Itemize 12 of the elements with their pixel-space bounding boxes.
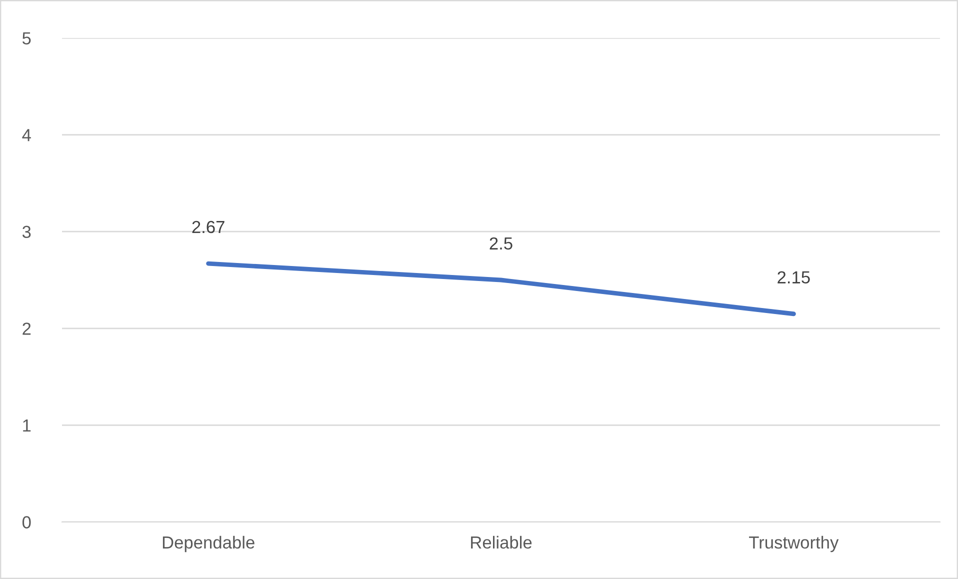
y-tick-label: 2 xyxy=(22,322,31,335)
y-tick-label: 3 xyxy=(22,226,31,238)
y-tick-label: 4 xyxy=(22,129,31,142)
y-tick-label: 5 xyxy=(22,32,31,44)
y-tick-label: 1 xyxy=(23,420,31,432)
x-tick-label: Trustworthy xyxy=(749,536,839,552)
x-tick-label: Dependable xyxy=(162,536,254,552)
x-tick-label: Reliable xyxy=(471,536,532,549)
data-label: 2.67 xyxy=(192,220,224,234)
data-label: 2.5 xyxy=(490,237,512,250)
data-label: 2.15 xyxy=(778,271,810,284)
y-tick-label: 0 xyxy=(22,516,31,528)
